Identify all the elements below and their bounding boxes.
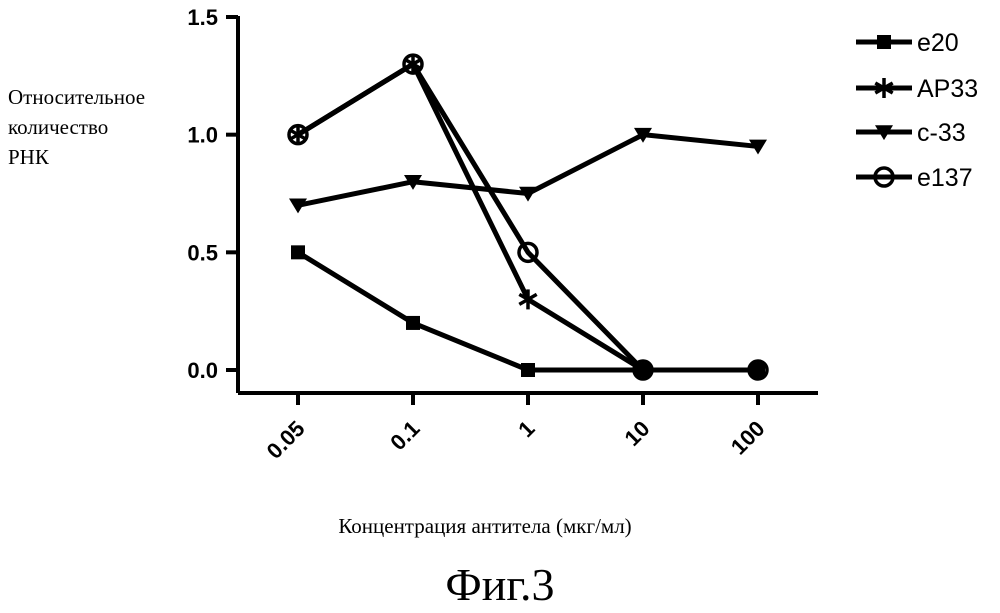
- series-c-33: [289, 128, 767, 213]
- data-point: [406, 316, 420, 330]
- series-ap33: [289, 54, 766, 380]
- y-axis-label-line-2: количество: [8, 115, 108, 139]
- x-tick-label: 100: [726, 416, 770, 460]
- legend-item: AP33: [856, 75, 978, 103]
- y-tick-label: 0.5: [187, 240, 218, 265]
- legend-item: e137: [856, 164, 973, 192]
- series-e137: [289, 55, 767, 379]
- legend-item: e20: [856, 29, 959, 57]
- legend-label: c-33: [917, 119, 966, 147]
- data-point: [291, 245, 305, 259]
- x-tick-label: 0.1: [385, 416, 424, 455]
- legend-marker: [877, 35, 891, 49]
- x-tick-label: 10: [620, 416, 655, 451]
- y-tick-label: 1.0: [187, 123, 218, 148]
- series-line: [298, 64, 758, 370]
- x-tick-label: 1: [513, 416, 539, 442]
- y-tick-label: 0.0: [187, 358, 218, 383]
- legend-item: c-33: [856, 119, 966, 147]
- series-line: [298, 64, 758, 370]
- x-ticks: 0.05 0.1 1 10 100: [262, 393, 770, 464]
- series-line: [298, 252, 758, 370]
- x-tick-label: 0.05: [262, 416, 310, 464]
- legend-label: e137: [917, 164, 973, 192]
- legend-label: e20: [917, 29, 959, 57]
- y-axis-label-line-1: Относительное: [8, 85, 145, 109]
- series-e20: [291, 245, 765, 377]
- y-tick-label: 1.5: [187, 5, 218, 30]
- series-layer: [289, 54, 767, 380]
- figure-caption: Фиг.3: [445, 559, 554, 610]
- legend: e20 AP33 c-33 e137: [856, 29, 978, 192]
- y-axis-label-line-3: РНК: [8, 145, 50, 169]
- x-axis-label: Концентрация антитела (мкг/мл): [338, 514, 631, 538]
- y-ticks: 0.0 0.5 1.0 1.5: [187, 5, 238, 383]
- legend-label: AP33: [917, 75, 978, 103]
- axes: [238, 16, 818, 393]
- data-point: [521, 363, 535, 377]
